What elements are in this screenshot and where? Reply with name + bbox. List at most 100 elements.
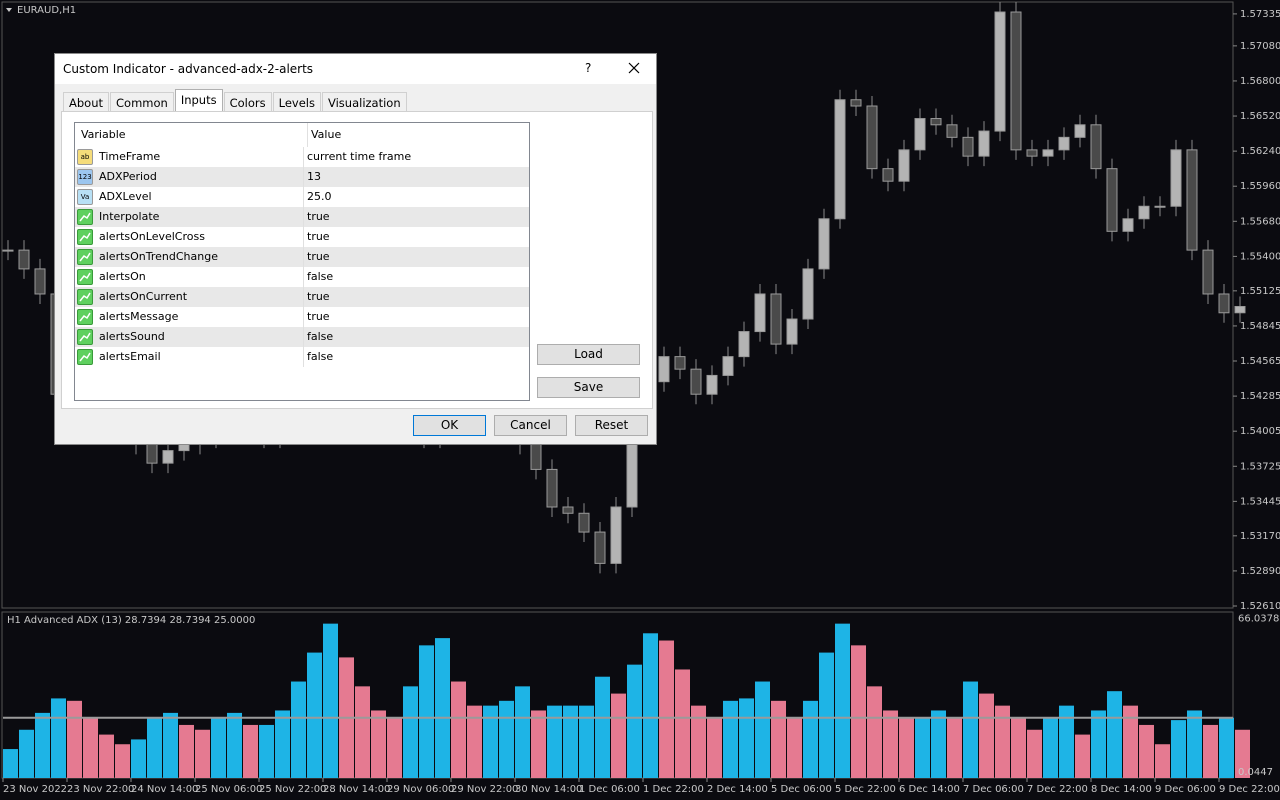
candle xyxy=(1074,124,1086,138)
value-cell: false xyxy=(307,350,334,363)
type-icon xyxy=(77,309,93,325)
adx-bar xyxy=(483,705,498,778)
type-icon xyxy=(77,289,93,305)
x-tick-label: 23 Nov 2022 xyxy=(3,784,67,795)
tab[interactable]: Colors xyxy=(223,92,272,113)
value-cell: true xyxy=(307,250,330,263)
header-cell[interactable]: Variable xyxy=(75,123,308,147)
dialog-button[interactable]: OK xyxy=(413,415,486,436)
candle xyxy=(162,450,174,464)
table-row[interactable]: alertsMessage true xyxy=(75,307,529,327)
candle xyxy=(754,293,766,333)
candle xyxy=(1170,149,1182,207)
adx-bar xyxy=(803,700,818,778)
candle xyxy=(962,136,974,157)
adx-bar xyxy=(1059,705,1074,778)
x-tick-label: 28 Nov 14:00 xyxy=(323,784,390,795)
x-tick-label: 6 Dec 14:00 xyxy=(899,784,960,795)
value-cell: 13 xyxy=(307,170,321,183)
y-tick-label: 1.56240 xyxy=(1240,146,1280,157)
candle xyxy=(1106,168,1118,232)
table-row[interactable]: alertsOn false xyxy=(75,267,529,287)
adx-bar xyxy=(1043,717,1058,778)
value-cell: true xyxy=(307,210,330,223)
candle xyxy=(34,268,46,295)
variable-cell: alertsOn xyxy=(75,267,304,287)
x-tick-label: 30 Nov 14:00 xyxy=(515,784,582,795)
adx-bar xyxy=(51,698,66,778)
type-icon xyxy=(77,349,93,365)
tab[interactable]: Common xyxy=(110,92,174,113)
adx-bar xyxy=(499,700,514,778)
symbol-arrow xyxy=(6,8,12,12)
table-row[interactable]: alertsEmail false xyxy=(75,347,529,367)
candle xyxy=(1042,149,1054,157)
x-tick-label: 29 Nov 22:00 xyxy=(451,784,518,795)
candle xyxy=(898,149,910,182)
y-tick-label: 1.56520 xyxy=(1240,111,1280,122)
table-row[interactable]: alertsOnCurrent true xyxy=(75,287,529,307)
adx-bar xyxy=(387,717,402,778)
candle xyxy=(690,368,702,395)
tab[interactable]: About xyxy=(63,92,110,113)
candle xyxy=(610,506,622,564)
table-row[interactable]: Interpolate true xyxy=(75,207,529,227)
table-row[interactable]: alertsOnLevelCross true xyxy=(75,227,529,247)
candle xyxy=(562,506,574,514)
table-row[interactable]: alertsSound false xyxy=(75,327,529,347)
adx-bar xyxy=(419,645,434,778)
side-button[interactable]: Save xyxy=(537,377,640,398)
adx-bar xyxy=(691,705,706,778)
adx-bar xyxy=(67,700,82,778)
adx-bar xyxy=(355,686,370,778)
value-cell: false xyxy=(307,270,334,283)
adx-bar xyxy=(1235,729,1250,778)
y-tick-label: 1.53445 xyxy=(1240,496,1280,507)
adx-bar xyxy=(931,710,946,778)
candle xyxy=(850,99,862,107)
tab-bar: About Common Inputs Colors Levels Visualizati… xyxy=(63,89,408,113)
table-row[interactable]: alertsOnTrendChange true xyxy=(75,247,529,267)
tab[interactable]: Levels xyxy=(272,92,321,113)
type-icon xyxy=(77,269,93,285)
adx-bar xyxy=(1219,717,1234,778)
x-tick-label: 2 Dec 14:00 xyxy=(707,784,768,795)
x-tick-label: 29 Nov 06:00 xyxy=(387,784,454,795)
help-button[interactable]: ? xyxy=(585,61,592,75)
adx-bar xyxy=(835,623,850,778)
candle xyxy=(978,130,990,157)
x-tick-label: 24 Nov 14:00 xyxy=(131,784,198,795)
dialog-button[interactable]: Cancel xyxy=(494,415,567,436)
variable-name: alertsOnCurrent xyxy=(99,290,188,303)
header-cell[interactable]: Value xyxy=(311,128,342,141)
y-tick-label: 1.52610 xyxy=(1240,601,1280,612)
x-tick-label: 8 Dec 14:00 xyxy=(1091,784,1152,795)
y-tick-label: 1.54005 xyxy=(1240,426,1280,437)
adx-bar xyxy=(819,652,834,778)
adx-bar xyxy=(867,686,882,778)
side-button[interactable]: Load xyxy=(537,344,640,365)
y-tick-label: 1.53170 xyxy=(1240,531,1280,542)
adx-bar xyxy=(883,710,898,778)
candle xyxy=(770,293,782,345)
close-button[interactable] xyxy=(627,61,641,75)
adx-bar xyxy=(19,729,34,778)
table-row[interactable]: Va ADXLevel 25.0 xyxy=(75,187,529,207)
type-icon: ab xyxy=(77,149,93,165)
candle xyxy=(994,11,1006,132)
value-cell: false xyxy=(307,330,334,343)
candle xyxy=(882,168,894,182)
table-row[interactable]: ab TimeFrame current time frame xyxy=(75,147,529,167)
type-icon xyxy=(77,209,93,225)
adx-bar xyxy=(1107,691,1122,778)
adx-bar xyxy=(115,744,130,778)
dialog: Custom Indicator - advanced-adx-2-alerts… xyxy=(54,53,657,445)
dialog-button[interactable]: Reset xyxy=(575,415,648,436)
indicator-label: H1 Advanced ADX (13) 28.7394 28.7394 25.… xyxy=(7,615,255,626)
table-row[interactable]: 123 ADXPeriod 13 xyxy=(75,167,529,187)
adx-bar xyxy=(371,710,386,778)
tab[interactable]: Inputs xyxy=(174,89,223,113)
tab[interactable]: Visualization xyxy=(321,92,407,113)
